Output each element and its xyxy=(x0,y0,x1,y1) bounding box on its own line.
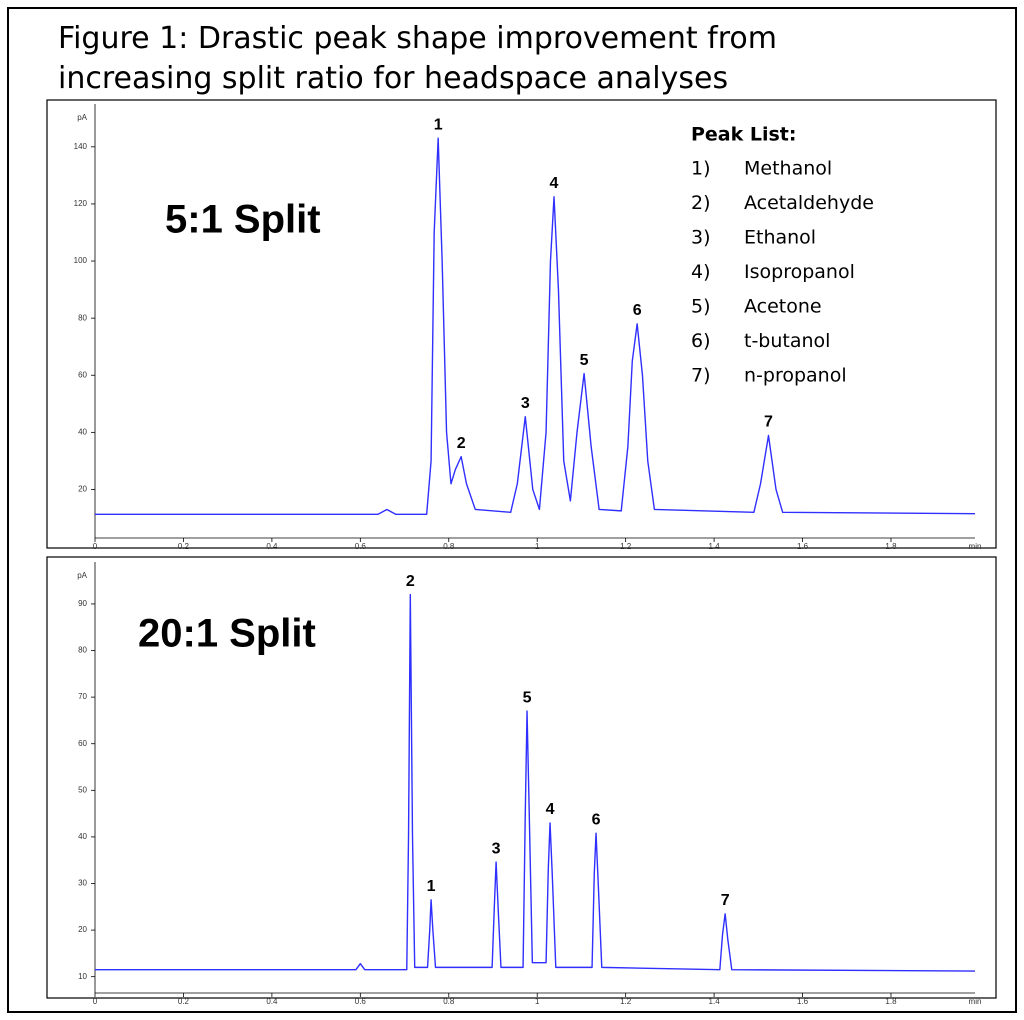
peak-label: 2 xyxy=(457,435,466,452)
peak-label: 7 xyxy=(764,414,773,431)
x-tick-label: 1 xyxy=(535,997,540,1006)
peak-label: 4 xyxy=(546,801,555,818)
x-tick-label: 0.8 xyxy=(443,542,455,551)
peak-label: 6 xyxy=(592,811,601,828)
peak-list-number: 3) xyxy=(691,227,711,249)
y-axis-label: pA xyxy=(77,571,87,580)
peak-list-number: 4) xyxy=(691,261,711,283)
x-tick-label: 0.8 xyxy=(443,997,455,1006)
peak-list-name: Acetone xyxy=(744,296,822,318)
y-tick-label: 90 xyxy=(78,599,87,608)
y-tick-label: 70 xyxy=(78,692,87,701)
x-tick-label: 1.4 xyxy=(709,542,721,551)
peak-list-number: 2) xyxy=(691,192,711,214)
panel-frame xyxy=(46,556,997,999)
y-tick-label: 10 xyxy=(78,972,87,981)
y-tick-label: 120 xyxy=(74,199,88,208)
peak-label: 2 xyxy=(406,573,415,590)
peak-label: 3 xyxy=(492,840,501,857)
x-tick-label: 0.2 xyxy=(178,542,190,551)
panel-label: 20:1 Split xyxy=(138,612,316,656)
peak-list-number: 6) xyxy=(691,330,711,352)
peak-list-number: 7) xyxy=(691,365,711,387)
peak-list-name: Acetaldehyde xyxy=(744,192,874,214)
peak-label: 3 xyxy=(521,395,530,412)
peak-list-number: 5) xyxy=(691,296,711,318)
y-tick-label: 100 xyxy=(74,256,88,265)
y-tick-label: 20 xyxy=(78,925,87,934)
figure-title: Figure 1: Drastic peak shape improvement… xyxy=(58,21,777,56)
peak-label: 6 xyxy=(633,302,642,319)
x-tick-label: 0.6 xyxy=(355,542,367,551)
peak-label: 5 xyxy=(580,352,589,369)
x-tick-label: 1.8 xyxy=(885,997,897,1006)
y-tick-label: 140 xyxy=(74,142,88,151)
y-tick-label: 80 xyxy=(78,646,87,655)
peak-label: 7 xyxy=(721,892,730,909)
peak-label: 1 xyxy=(427,878,436,895)
y-tick-label: 60 xyxy=(78,370,87,379)
x-tick-label: 0.4 xyxy=(266,997,278,1006)
peak-list-name: Ethanol xyxy=(744,227,816,249)
x-tick-label: 0 xyxy=(93,997,98,1006)
peak-label: 1 xyxy=(434,116,443,133)
panel-label: 5:1 Split xyxy=(165,198,321,242)
panel-frame xyxy=(46,99,997,549)
y-tick-label: 80 xyxy=(78,313,87,322)
x-tick-label: 1.2 xyxy=(620,997,632,1006)
y-tick-label: 20 xyxy=(78,485,87,494)
chromatogram-line xyxy=(95,137,976,515)
x-tick-label: 0.2 xyxy=(178,997,190,1006)
y-tick-label: 30 xyxy=(78,879,87,888)
figure-title: increasing split ratio for headspace ana… xyxy=(58,61,728,96)
x-axis-label: min xyxy=(969,997,982,1006)
y-axis-label: pA xyxy=(77,113,87,122)
x-tick-label: 1.4 xyxy=(709,997,721,1006)
y-tick-label: 40 xyxy=(78,427,87,436)
peak-list-title: Peak List: xyxy=(691,124,797,146)
y-tick-label: 40 xyxy=(78,832,87,841)
peak-list-number: 1) xyxy=(691,158,711,180)
figure-border xyxy=(7,7,1017,1013)
y-tick-label: 50 xyxy=(78,785,87,794)
chromatogram-line xyxy=(95,593,976,972)
x-tick-label: 0.4 xyxy=(266,542,278,551)
y-tick-label: 60 xyxy=(78,739,87,748)
peak-label: 4 xyxy=(550,175,559,192)
peak-list-name: Isopropanol xyxy=(744,261,855,283)
peak-label: 5 xyxy=(523,689,532,706)
x-tick-label: 1.6 xyxy=(797,542,809,551)
x-tick-label: 0 xyxy=(93,542,98,551)
peak-list-name: t-butanol xyxy=(744,330,830,352)
x-tick-label: 1.2 xyxy=(620,542,632,551)
x-axis-label: min xyxy=(969,542,982,551)
x-tick-label: 1.8 xyxy=(885,542,897,551)
x-tick-label: 0.6 xyxy=(355,997,367,1006)
x-tick-label: 1 xyxy=(535,542,540,551)
peak-list-name: n-propanol xyxy=(744,365,847,387)
peak-list-name: Methanol xyxy=(744,158,832,180)
x-tick-label: 1.6 xyxy=(797,997,809,1006)
